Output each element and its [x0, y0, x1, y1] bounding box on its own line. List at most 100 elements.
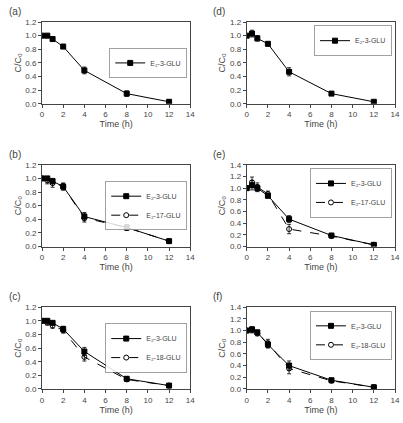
- svg-text:C/C₀: C/C₀: [217, 338, 227, 357]
- svg-text:1.0: 1.0: [25, 31, 37, 40]
- svg-text:0.4: 0.4: [25, 358, 37, 367]
- svg-text:6: 6: [308, 396, 313, 405]
- svg-text:4: 4: [287, 396, 292, 405]
- svg-text:8: 8: [329, 396, 334, 405]
- svg-text:0.6: 0.6: [25, 201, 37, 210]
- svg-text:0.6: 0.6: [25, 59, 37, 68]
- svg-text:0.6: 0.6: [230, 350, 242, 359]
- svg-text:8: 8: [329, 110, 334, 119]
- svg-text:Time (h): Time (h): [304, 262, 337, 272]
- svg-text:1.0: 1.0: [25, 174, 37, 183]
- svg-text:E₂-3-GLU: E₂-3-GLU: [351, 323, 381, 330]
- svg-text:6: 6: [103, 253, 108, 262]
- svg-text:1.0: 1.0: [230, 184, 242, 193]
- svg-text:1.0: 1.0: [230, 31, 242, 40]
- svg-text:14: 14: [186, 253, 195, 262]
- svg-text:E₂-17-GLU: E₂-17-GLU: [351, 199, 385, 206]
- svg-text:C/C₀: C/C₀: [13, 53, 23, 72]
- svg-text:6: 6: [308, 253, 313, 262]
- svg-text:0.6: 0.6: [25, 344, 37, 353]
- svg-text:(c): (c): [9, 291, 21, 302]
- svg-text:0.0: 0.0: [230, 385, 242, 394]
- svg-text:1.2: 1.2: [230, 18, 242, 27]
- svg-text:0.8: 0.8: [230, 45, 242, 54]
- svg-text:0.8: 0.8: [25, 45, 37, 54]
- svg-text:1.2: 1.2: [25, 303, 37, 312]
- svg-text:2: 2: [266, 253, 271, 262]
- svg-text:2: 2: [61, 396, 66, 405]
- svg-text:C/C₀: C/C₀: [13, 338, 23, 357]
- svg-text:8: 8: [124, 396, 129, 405]
- svg-text:2: 2: [61, 110, 66, 119]
- svg-text:0.0: 0.0: [230, 242, 242, 251]
- svg-text:4: 4: [82, 253, 87, 262]
- svg-text:2: 2: [266, 396, 271, 405]
- svg-text:12: 12: [165, 253, 174, 262]
- svg-text:12: 12: [165, 396, 174, 405]
- svg-text:10: 10: [348, 110, 357, 119]
- svg-text:1.2: 1.2: [25, 161, 37, 170]
- svg-text:Time (h): Time (h): [304, 119, 337, 129]
- svg-text:0.0: 0.0: [25, 242, 37, 251]
- svg-text:E₂-18-GLU: E₂-18-GLU: [146, 354, 180, 361]
- svg-text:0.4: 0.4: [25, 72, 37, 81]
- svg-text:1.4: 1.4: [230, 303, 242, 312]
- svg-text:E₂-3-GLU: E₂-3-GLU: [146, 193, 176, 200]
- svg-text:0.0: 0.0: [25, 385, 37, 394]
- svg-text:1.2: 1.2: [230, 315, 242, 324]
- svg-text:14: 14: [391, 110, 400, 119]
- svg-text:6: 6: [103, 110, 108, 119]
- svg-text:4: 4: [82, 110, 87, 119]
- svg-text:E₂-3-GLU: E₂-3-GLU: [355, 37, 385, 44]
- svg-text:4: 4: [82, 396, 87, 405]
- svg-text:E₂-3-GLU: E₂-3-GLU: [351, 180, 381, 187]
- svg-text:E₂-3-GLU: E₂-3-GLU: [150, 60, 180, 67]
- svg-text:(d): (d): [213, 6, 225, 17]
- svg-text:0.2: 0.2: [230, 86, 242, 95]
- svg-text:0.4: 0.4: [230, 72, 242, 81]
- svg-text:0.4: 0.4: [230, 219, 242, 228]
- svg-text:6: 6: [308, 110, 313, 119]
- svg-text:Time (h): Time (h): [304, 405, 337, 415]
- svg-text:10: 10: [143, 110, 152, 119]
- svg-text:1.2: 1.2: [230, 172, 242, 181]
- svg-text:0.8: 0.8: [25, 330, 37, 339]
- svg-text:Time (h): Time (h): [100, 262, 133, 272]
- svg-text:E₂-17-GLU: E₂-17-GLU: [146, 212, 180, 219]
- svg-text:12: 12: [369, 110, 378, 119]
- svg-text:0.2: 0.2: [25, 229, 37, 238]
- svg-text:8: 8: [124, 110, 129, 119]
- svg-text:0.2: 0.2: [230, 231, 242, 240]
- svg-text:1.2: 1.2: [25, 18, 37, 27]
- svg-text:0.4: 0.4: [230, 361, 242, 370]
- svg-text:C/C₀: C/C₀: [217, 53, 227, 72]
- svg-text:10: 10: [143, 396, 152, 405]
- svg-text:0: 0: [245, 253, 250, 262]
- svg-text:0: 0: [40, 253, 45, 262]
- svg-text:Time (h): Time (h): [100, 405, 133, 415]
- svg-text:4: 4: [287, 110, 292, 119]
- svg-text:0: 0: [245, 110, 250, 119]
- svg-text:14: 14: [391, 253, 400, 262]
- svg-text:8: 8: [329, 253, 334, 262]
- svg-text:0.2: 0.2: [25, 371, 37, 380]
- svg-text:0.6: 0.6: [230, 207, 242, 216]
- svg-text:12: 12: [369, 396, 378, 405]
- svg-text:14: 14: [391, 396, 400, 405]
- svg-text:2: 2: [61, 253, 66, 262]
- svg-text:12: 12: [165, 110, 174, 119]
- svg-text:0.8: 0.8: [230, 338, 242, 347]
- svg-text:0: 0: [40, 396, 45, 405]
- svg-text:C/C₀: C/C₀: [13, 196, 23, 215]
- svg-text:0.4: 0.4: [25, 215, 37, 224]
- svg-text:4: 4: [287, 253, 292, 262]
- svg-text:(b): (b): [9, 149, 21, 160]
- svg-text:12: 12: [369, 253, 378, 262]
- svg-text:0.8: 0.8: [230, 196, 242, 205]
- svg-text:8: 8: [124, 253, 129, 262]
- svg-text:(f): (f): [213, 291, 222, 302]
- svg-text:2: 2: [266, 110, 271, 119]
- svg-text:0.6: 0.6: [230, 59, 242, 68]
- svg-text:0.8: 0.8: [25, 188, 37, 197]
- svg-text:C/C₀: C/C₀: [217, 196, 227, 215]
